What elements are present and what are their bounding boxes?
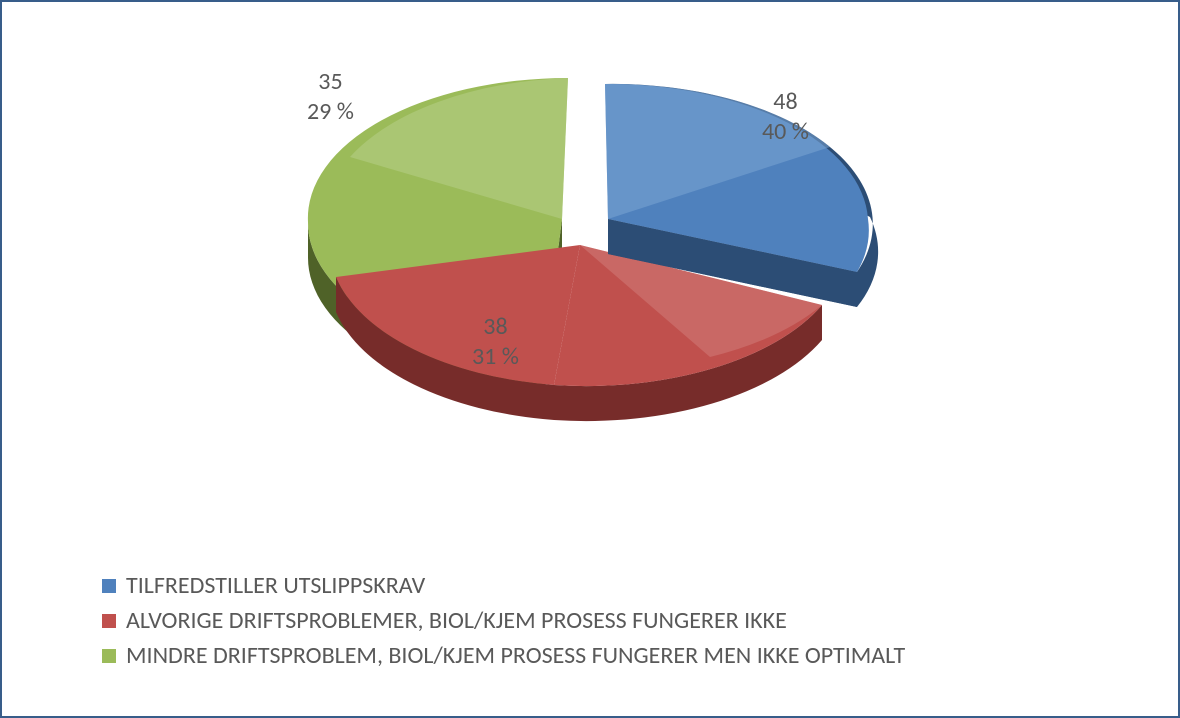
legend-label: TILFREDSTILLER UTSLIPPSKRAV (126, 571, 425, 600)
chart-container: 48 40 % 38 31 % 35 29 % TILFREDSTILLER U… (0, 0, 1180, 718)
legend: TILFREDSTILLER UTSLIPPSKRAV ALVORIGE DRI… (102, 565, 905, 676)
percent-text: 31 % (472, 342, 519, 371)
data-label-red: 38 31 % (472, 312, 519, 372)
percent-text: 40 % (762, 117, 809, 146)
data-label-blue: 48 40 % (762, 87, 809, 147)
pie-3d (2, 22, 1178, 532)
legend-swatch (102, 614, 116, 628)
value-text: 48 (773, 87, 797, 116)
legend-item: ALVORIGE DRIFTSPROBLEMER, BIOL/KJEM PROS… (102, 606, 905, 635)
legend-swatch (102, 649, 116, 663)
legend-item: TILFREDSTILLER UTSLIPPSKRAV (102, 571, 905, 600)
percent-text: 29 % (307, 97, 354, 126)
value-text: 38 (483, 312, 507, 341)
value-text: 35 (318, 67, 342, 96)
legend-item: MINDRE DRIFTSPROBLEM, BIOL/KJEM PROSESS … (102, 641, 905, 670)
legend-label: ALVORIGE DRIFTSPROBLEMER, BIOL/KJEM PROS… (126, 606, 787, 635)
legend-label: MINDRE DRIFTSPROBLEM, BIOL/KJEM PROSESS … (126, 641, 905, 670)
data-label-green: 35 29 % (307, 67, 354, 127)
legend-swatch (102, 579, 116, 593)
